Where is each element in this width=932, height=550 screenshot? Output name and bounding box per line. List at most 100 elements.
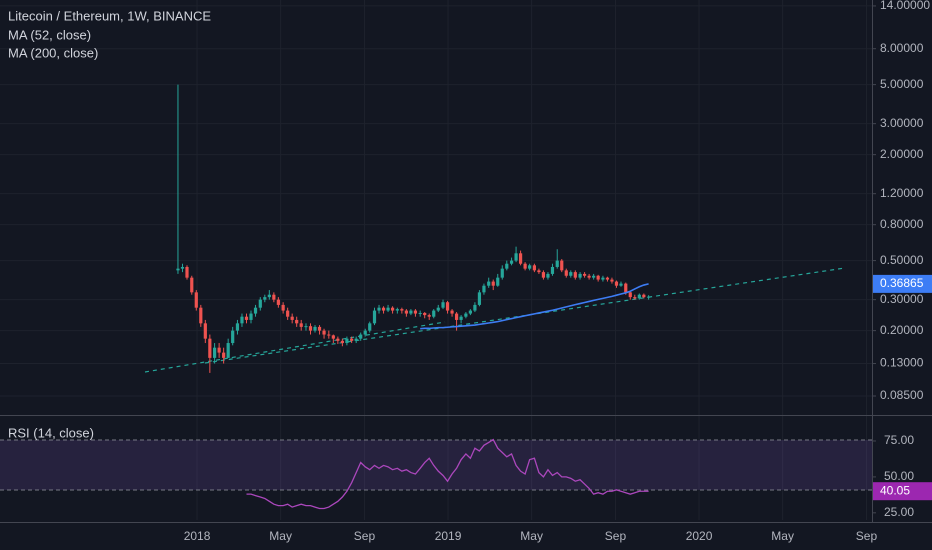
candle-body: [176, 268, 180, 271]
legend-entry: MA (52, close): [8, 27, 91, 42]
y-tick-label: 0.50000: [880, 253, 924, 267]
y-tick-label: 1.20000: [880, 186, 924, 200]
candle-body: [240, 316, 244, 324]
candle-body: [423, 312, 427, 316]
rsi-legend: RSI (14, close): [8, 425, 94, 440]
candle-body: [592, 275, 596, 278]
candle-body: [633, 297, 637, 299]
x-tick-label: 2019: [435, 529, 462, 543]
last-value-badge: [873, 274, 932, 293]
candle-body: [190, 277, 194, 293]
candle-body: [185, 266, 189, 278]
candle-body: [450, 310, 454, 314]
x-tick-label: May: [520, 529, 543, 543]
candle-body: [582, 273, 587, 276]
marks: [176, 84, 651, 510]
candle-body: [596, 275, 600, 280]
candle-body: [573, 272, 577, 278]
candle-body: [637, 294, 641, 299]
candle-body: [610, 279, 614, 282]
grid: [0, 0, 872, 520]
candle-body: [578, 273, 582, 278]
candle-body: [390, 307, 395, 311]
candle-body: [619, 283, 623, 286]
candle-body: [564, 270, 568, 276]
candle-body: [317, 326, 322, 331]
candle-body: [459, 316, 463, 320]
candle-body: [523, 263, 527, 269]
candle-body: [454, 313, 459, 320]
y-tick-label: 8.00000: [880, 41, 924, 55]
candle-body: [624, 283, 628, 293]
candle-body: [368, 323, 372, 331]
candle-body: [505, 263, 509, 269]
candle-body: [372, 310, 377, 324]
y-tick-label: 14.00000: [880, 0, 930, 12]
candle-body: [272, 294, 276, 300]
y-tick-label: 75.00: [884, 433, 914, 447]
candle-body: [276, 299, 280, 305]
candle-body: [313, 326, 317, 331]
candle-body: [267, 294, 271, 298]
rsi-band: [0, 440, 872, 490]
candle-body: [647, 296, 651, 298]
x-tick-label: Sep: [605, 529, 627, 543]
y-tick-label: 0.13000: [880, 356, 924, 370]
candle-body: [614, 281, 619, 286]
candle-body: [331, 335, 335, 339]
candle-body: [464, 313, 468, 317]
y-tick-label: 2.00000: [880, 147, 924, 161]
candle-body: [482, 285, 486, 293]
candle-body: [290, 316, 294, 320]
y-tick-label: 5.00000: [880, 77, 924, 91]
candle-body: [413, 310, 418, 314]
candle-body: [304, 326, 308, 328]
y-tick-label: 50.00: [884, 469, 914, 483]
candle-body: [605, 277, 610, 280]
candle-body: [528, 265, 532, 269]
candle-body: [500, 268, 504, 278]
y-tick-label: 0.08500: [880, 388, 924, 402]
candle-body: [217, 347, 221, 353]
candle-body: [445, 302, 450, 311]
candle-body: [386, 307, 390, 311]
candle-body: [514, 253, 518, 261]
candle-body: [487, 281, 491, 286]
candle-body: [477, 292, 482, 305]
candle-body: [258, 299, 262, 308]
candle-body: [295, 319, 299, 324]
last-value-label: 0.36865: [880, 276, 924, 290]
chart-title: Litecoin / Ethereum, 1W, BINANCE: [8, 8, 211, 23]
candle-body: [468, 310, 472, 314]
candle-body: [541, 272, 546, 278]
candle-body: [336, 338, 340, 341]
candle-body: [180, 266, 185, 269]
candle-body: [354, 338, 358, 341]
y-tick-label: 0.80000: [880, 217, 924, 231]
candle-body: [436, 307, 440, 311]
candle-body: [546, 273, 550, 278]
candle-body: [299, 323, 303, 327]
candle-body: [400, 309, 404, 311]
candle-body: [213, 347, 217, 358]
candle-body: [208, 338, 212, 358]
x-tick-label: 2020: [686, 529, 713, 543]
y-tick-label: 3.00000: [880, 116, 924, 130]
candle-body: [404, 310, 408, 314]
candle-body: [555, 260, 559, 267]
x-tick-label: Sep: [354, 529, 376, 543]
candle-body: [249, 313, 253, 320]
trend-line: [144, 321, 446, 373]
candle-body: [432, 310, 436, 317]
candle-body: [286, 310, 290, 317]
candle-body: [359, 334, 363, 339]
candle-body: [395, 309, 399, 311]
rsi-last-badge: [873, 482, 932, 501]
candle-body: [537, 270, 541, 273]
candle-body: [550, 266, 555, 274]
ma-line: [420, 283, 649, 330]
candle-body: [350, 338, 354, 341]
rsi-last-label: 40.05: [880, 483, 910, 497]
candle-body: [587, 275, 591, 278]
